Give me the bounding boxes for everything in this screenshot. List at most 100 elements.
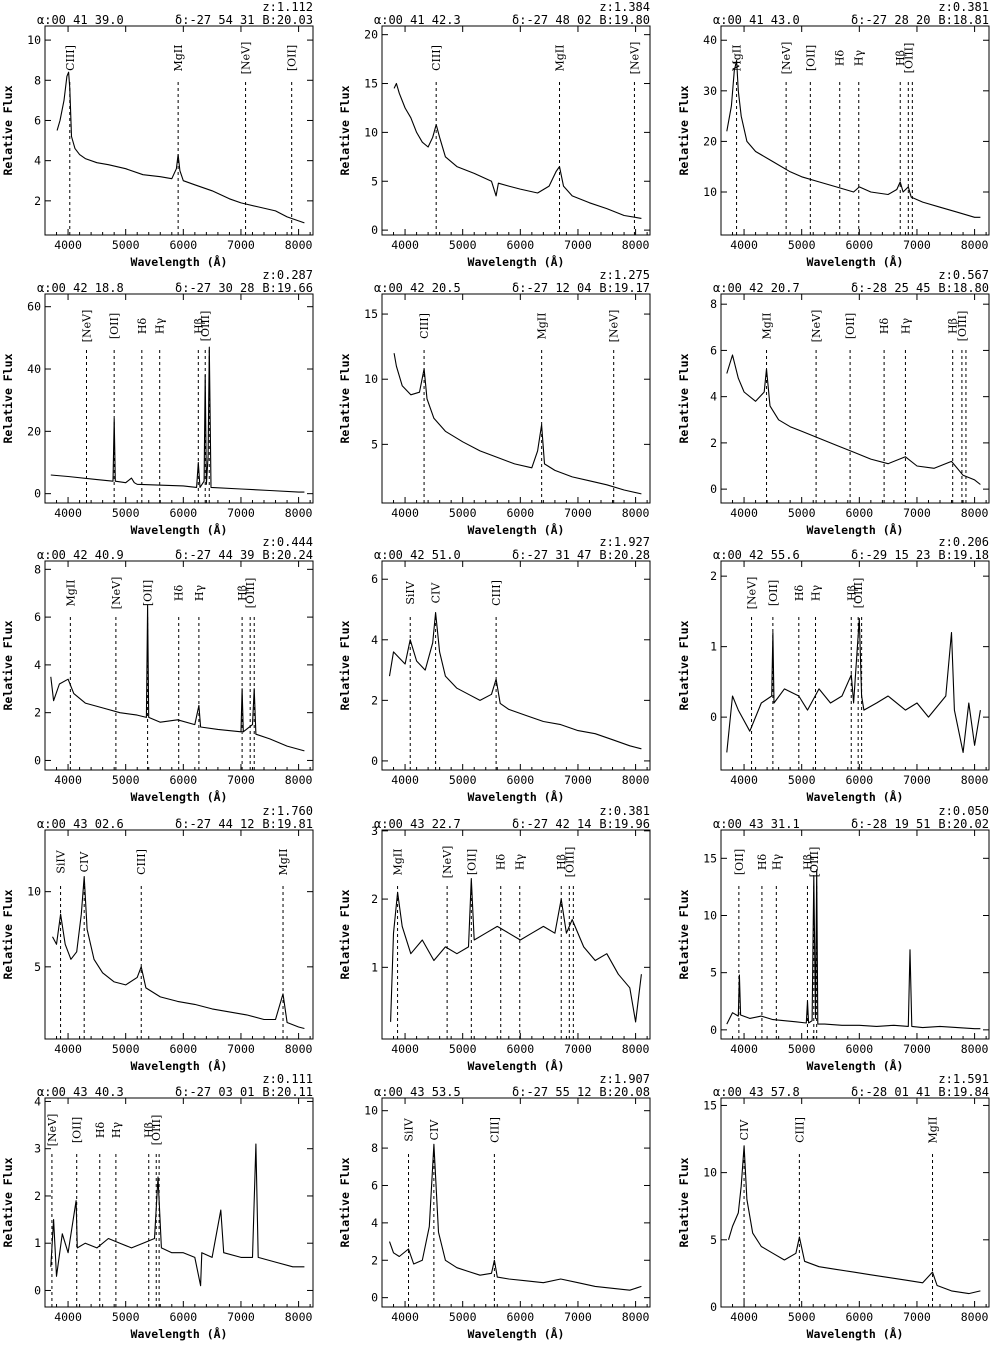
x-axis-title: Wavelength (Å) [468, 254, 565, 269]
x-tick-label: 6000 [845, 238, 873, 252]
ra-label: α:00 42 40.9 [37, 548, 124, 562]
emission-line-label: [OIII] [808, 847, 821, 878]
x-tick-label: 8000 [622, 1042, 650, 1056]
y-tick-label: 15 [364, 77, 378, 91]
y-tick-label: 8 [710, 297, 717, 311]
dec-label: δ:-27 28 20 [851, 13, 930, 27]
x-tick-label: 7000 [227, 506, 255, 520]
x-axis-title: Wavelength (Å) [131, 254, 228, 269]
x-tick-label: 5000 [112, 773, 140, 787]
ra-label: α:00 41 43.0 [713, 13, 800, 27]
x-tick-label: 5000 [788, 1042, 816, 1056]
x-tick-label: 6000 [506, 1310, 534, 1324]
dec-label: δ:-27 31 47 [512, 548, 591, 562]
emission-line-label: [OII] [804, 45, 817, 71]
spectrum-line [726, 59, 981, 218]
y-axis-title: Relative Flux [677, 1157, 691, 1247]
x-tick-label: 7000 [564, 773, 592, 787]
x-tick-label: 5000 [112, 1310, 140, 1324]
y-tick-label: 4 [34, 658, 41, 672]
y-axis-title: Relative Flux [1, 353, 15, 443]
y-tick-label: 0 [371, 223, 378, 237]
emission-line-label: Hδ [94, 1122, 107, 1139]
spectrum-line [727, 1145, 981, 1295]
emission-line-label: CIII] [490, 580, 503, 606]
emission-line-label: MgII [761, 313, 774, 340]
emission-line-label: [OII] [733, 849, 746, 875]
y-tick-label: 6 [371, 1178, 378, 1192]
y-tick-label: 8 [34, 73, 41, 87]
x-tick-label: 6000 [506, 1042, 534, 1056]
x-tick-label: 5000 [788, 1310, 816, 1324]
spectrum-chart: z:1.591 α:00 43 57.8 δ:-28 01 41 B:19.84 400… [677, 1072, 990, 1341]
redshift-label: z:0.567 [938, 268, 989, 282]
emission-line-label: [OII] [142, 580, 155, 606]
x-tick-label: 8000 [622, 238, 650, 252]
bmag-label: B:19.18 [938, 548, 989, 562]
y-tick-label: 10 [703, 908, 717, 922]
x-tick-label: 8000 [285, 1042, 313, 1056]
spectrum-chart: z:0.444 α:00 42 40.9 δ:-27 44 39 B:20.24 400… [1, 535, 314, 804]
y-tick-label: 0 [371, 754, 378, 768]
ra-label: α:00 43 57.8 [713, 1085, 800, 1099]
y-tick-label: 30 [703, 84, 717, 98]
x-tick-label: 7000 [227, 773, 255, 787]
x-tick-label: 4000 [730, 506, 758, 520]
emission-line-label: Hβ [143, 1122, 156, 1138]
spectrum-chart: z:1.760 α:00 43 02.6 δ:-27 44 12 B:19.81 400… [1, 804, 314, 1073]
redshift-label: z:1.907 [599, 1072, 650, 1086]
y-tick-label: 0 [34, 1283, 41, 1297]
x-tick-label: 5000 [112, 238, 140, 252]
y-tick-label: 2 [34, 194, 41, 208]
y-tick-label: 2 [34, 706, 41, 720]
x-tick-label: 8000 [961, 506, 989, 520]
y-tick-label: 0 [34, 753, 41, 767]
emission-line-label: Hγ [154, 317, 167, 334]
ra-label: α:00 41 42.3 [374, 13, 461, 27]
bmag-label: B:19.96 [599, 817, 650, 831]
dec-label: δ:-28 19 51 [851, 817, 930, 831]
y-tick-label: 2 [34, 1189, 41, 1203]
y-tick-label: 4 [710, 390, 717, 404]
y-axis-title: Relative Flux [677, 85, 691, 175]
y-tick-label: 10 [364, 125, 378, 139]
emission-line-label: SiIV [55, 849, 68, 873]
x-tick-label: 6000 [506, 238, 534, 252]
y-tick-label: 5 [710, 1233, 717, 1247]
emission-line-label: MgII [554, 45, 567, 72]
x-tick-label: 4000 [391, 238, 419, 252]
emission-line-label: [NeV] [780, 42, 793, 75]
x-tick-label: 4000 [54, 506, 82, 520]
emission-line-label: [OIII] [199, 311, 212, 342]
y-tick-label: 8 [34, 562, 41, 576]
ra-label: α:00 43 22.7 [374, 817, 461, 831]
y-axis-title: Relative Flux [338, 353, 352, 443]
emission-line-label: Hδ [136, 318, 149, 335]
emission-line-label: MgII [64, 580, 77, 607]
ra-label: α:00 42 55.6 [713, 548, 800, 562]
emission-line-label: MgII [731, 45, 744, 72]
emission-line-label: [OIII] [563, 847, 576, 878]
emission-line-label: Hβ [236, 585, 249, 601]
spectrum-chart: z:0.206 α:00 42 55.6 δ:-29 15 23 B:19.18 400… [677, 535, 990, 804]
x-axis-title: Wavelength (Å) [807, 1326, 904, 1341]
spectrum-chart: z:1.112 α:00 41 39.0 δ:-27 54 31 B:20.03 400… [1, 0, 314, 269]
plot-frame [44, 293, 314, 504]
y-axis-title: Relative Flux [1, 889, 15, 979]
emission-line-label: Hδ [793, 585, 806, 602]
x-axis-title: Wavelength (Å) [807, 522, 904, 537]
y-tick-label: 3 [371, 824, 378, 838]
ra-label: α:00 43 02.6 [37, 817, 124, 831]
x-tick-label: 7000 [564, 238, 592, 252]
spectrum-chart: z:1.384 α:00 41 42.3 δ:-27 48 02 B:19.80 400… [338, 0, 651, 269]
emission-line-label: CIII] [418, 313, 431, 339]
y-tick-label: 10 [27, 33, 41, 47]
redshift-label: z:0.287 [262, 268, 313, 282]
x-tick-label: 7000 [227, 238, 255, 252]
emission-line-label: Hγ [853, 49, 866, 66]
x-tick-label: 4000 [54, 773, 82, 787]
x-tick-label: 7000 [903, 238, 931, 252]
emission-line-label: CIV [738, 1119, 751, 1141]
ra-label: α:00 41 39.0 [37, 13, 124, 27]
x-tick-label: 6000 [845, 506, 873, 520]
